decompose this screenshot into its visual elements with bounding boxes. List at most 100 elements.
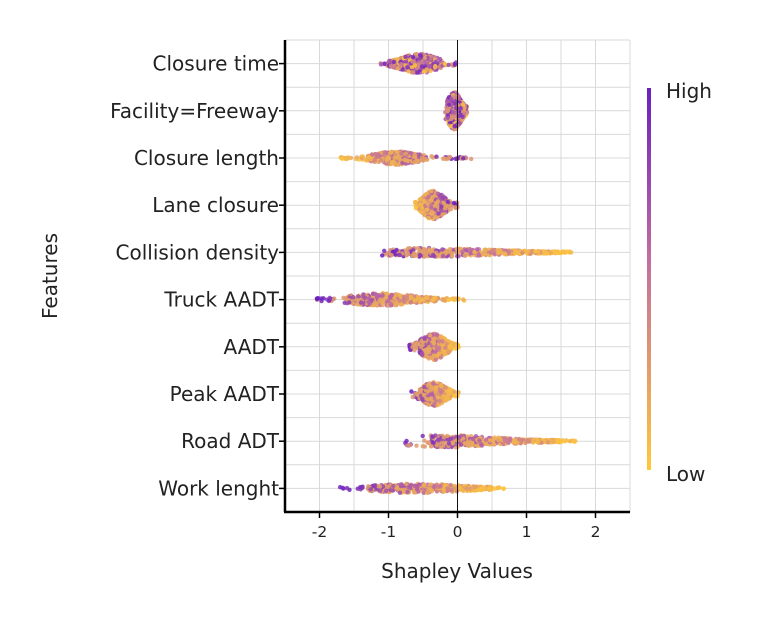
shap-point [503,438,508,444]
shap-point [459,487,464,492]
shap-point [373,302,379,307]
shap-point [410,394,415,400]
shap-point [423,388,429,393]
shap-point [383,488,389,494]
shap-point [461,436,466,441]
shap-point [434,443,439,448]
shap-point [420,205,425,211]
shap-point [473,434,479,439]
shap-point [394,247,399,253]
shap-point [418,202,423,207]
shap-point [477,438,482,443]
shap-point [501,486,507,491]
shap-point [446,441,452,446]
x-tick-label: -1 [381,523,396,541]
shap-point [375,154,380,159]
shap-point [433,349,439,354]
shap-point [450,253,455,259]
feature-label: Truck AADT [163,288,279,312]
feature-label: Peak AADT [170,382,280,406]
shap-point [433,357,438,362]
shap-point [429,210,435,215]
shap-point [450,115,456,120]
shap-point [491,441,496,446]
shap-point [442,61,447,66]
shap-point [423,253,428,258]
feature-label: Facility=Freeway [110,99,279,123]
shap-point [483,437,489,442]
shap-point [462,105,467,111]
shap-point [422,483,427,488]
shap-point [438,484,443,489]
shap-point [408,294,414,299]
shap-point [425,440,430,445]
x-tick-label: 1 [522,523,532,541]
shap-point [425,490,431,495]
shap-point [490,248,496,253]
shap-point [443,482,448,488]
shap-point [398,294,403,300]
shap-point [392,64,397,69]
shap-point [415,246,421,251]
shap-point [372,157,377,163]
shap-point [428,482,433,487]
shap-point [535,439,541,445]
shap-point [424,207,430,212]
shap-point [431,341,437,346]
x-tick-label: 2 [591,523,601,541]
shap-point [369,152,375,157]
shap-point [389,253,394,258]
shap-point [422,444,427,449]
shap-point [434,154,439,159]
shap-point [384,291,389,296]
shap-point [453,124,458,129]
shap-point [432,401,437,406]
feature-label: AADT [223,335,279,359]
shap-point [386,298,391,304]
y-tick-labels: Closure time Facility=Freeway Closure leng… [110,52,285,500]
shap-point [424,67,429,72]
shap-point [410,344,415,350]
shap-point [429,488,435,494]
shap-point [351,295,356,300]
shap-point [440,253,446,259]
shap-point [420,342,425,348]
shap-point [446,392,451,398]
shap-point [443,345,448,351]
shap-point [397,252,402,258]
shap-point [498,248,503,254]
shap-point [394,292,399,297]
shap-point [443,440,448,445]
shap-point [404,296,410,301]
shap-point [425,295,430,300]
shap-point [354,297,359,302]
shap-point [432,295,438,300]
shap-point [428,68,433,74]
shap-point [395,162,400,167]
shap-point [553,251,558,256]
shap-point [362,157,367,162]
shap-point [418,390,423,395]
shap-point [462,440,468,446]
shap-point [420,249,426,255]
shap-point [417,299,422,305]
shap-point [452,62,458,67]
shap-point [427,333,433,338]
shap-point [400,67,405,72]
shap-point [405,489,410,495]
shap-point [487,486,492,491]
feature-label: Road ADT [181,429,280,453]
shap-point [443,385,448,390]
shap-point [440,297,445,302]
shap-point [378,62,384,67]
shap-point [474,443,480,448]
shap-point [530,438,536,443]
shap-point [422,336,427,341]
shap-point [440,212,445,217]
shap-point [444,396,449,401]
shap-point [447,247,453,252]
shap-point [448,436,454,441]
shap-point [496,485,501,490]
shap-point [512,440,517,445]
shap-point [564,249,570,255]
